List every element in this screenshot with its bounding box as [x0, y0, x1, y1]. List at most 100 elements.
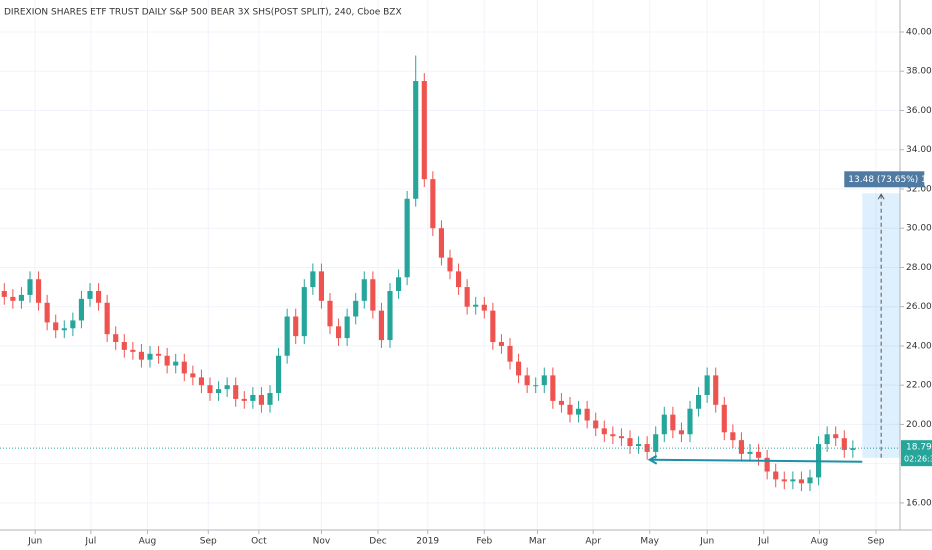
x-tick-label: Sep [200, 537, 217, 547]
candle-body [361, 279, 367, 301]
candle-body [541, 375, 547, 386]
candle-body [10, 296, 16, 301]
candle-body [764, 457, 770, 472]
candle-body [524, 375, 530, 386]
candle-body [70, 320, 76, 329]
candle-body [696, 394, 702, 409]
x-tick-label: Jun [27, 537, 42, 547]
x-tick-label: Aug [811, 537, 829, 547]
candle-body [233, 385, 239, 399]
candle-body [850, 448, 856, 450]
candle-body [756, 451, 762, 458]
x-tick-label: Nov [313, 537, 331, 547]
candle-body [173, 361, 179, 366]
candle-body [490, 310, 496, 343]
candle-body [498, 342, 504, 346]
candle-body [130, 349, 136, 352]
candle-body [310, 271, 316, 288]
candle-body [798, 479, 804, 484]
candle-body [636, 444, 642, 447]
candle-body [164, 355, 170, 366]
candle-body [516, 361, 522, 376]
candle-body [96, 290, 102, 303]
candle-body [156, 353, 162, 356]
x-tick-label: Sep [868, 537, 885, 547]
y-tick-label: 30.00 [906, 224, 932, 234]
candle-body [53, 322, 59, 331]
y-tick-label: 28.00 [906, 263, 932, 273]
candle-body [353, 300, 359, 317]
x-tick-label: Feb [476, 537, 492, 547]
y-tick-label: 26.00 [906, 302, 932, 312]
candle-body [344, 316, 350, 339]
candle-body [138, 351, 144, 360]
candle-body [747, 451, 753, 454]
candle-body [27, 279, 33, 295]
candle-body [584, 408, 590, 421]
candle-body [241, 398, 247, 401]
candle-body [824, 434, 830, 445]
candle-body [773, 471, 779, 480]
candle-body [567, 404, 573, 415]
candle-body [190, 373, 196, 378]
candle-body [473, 304, 479, 307]
candle-body [644, 444, 650, 452]
y-tick-label: 36.00 [906, 106, 932, 116]
y-tick-label: 24.00 [906, 341, 932, 351]
candle-body [276, 355, 282, 394]
x-tick-label: Oct [251, 537, 267, 547]
y-tick-label: 16.00 [906, 498, 932, 508]
candle-body [198, 377, 204, 386]
last-price-label: 18.79 [906, 443, 932, 453]
y-tick-label: 20.00 [906, 420, 932, 430]
candle-body [833, 434, 839, 439]
candle-body [404, 198, 410, 278]
candle-body [113, 334, 119, 343]
candle-body [807, 477, 813, 484]
candle-body [507, 345, 513, 362]
candle-body [147, 353, 153, 360]
candle-body [1, 290, 7, 297]
x-tick-label: May [640, 537, 659, 547]
x-tick-label: 2019 [416, 537, 439, 547]
candle-body [464, 287, 470, 307]
countdown-label: 02:26:3 [904, 455, 932, 464]
last-price-box [901, 440, 932, 467]
candle-body [104, 302, 110, 335]
candle-body [841, 438, 847, 450]
candle-body [78, 298, 84, 321]
candle-body [370, 279, 376, 311]
y-tick-label: 32.00 [906, 184, 932, 194]
candle-body [781, 479, 787, 482]
candle-body [687, 408, 693, 435]
candle-body [301, 287, 307, 337]
candle-body [121, 342, 127, 350]
candle-body [661, 414, 667, 435]
x-tick-label: Jul [84, 537, 96, 547]
candle-body [678, 430, 684, 435]
candle-body [653, 434, 659, 452]
candle-body [610, 434, 616, 437]
measure-arrowhead [877, 193, 885, 200]
candle-body [790, 479, 796, 482]
candle-body [44, 302, 50, 323]
candle-body [738, 440, 744, 454]
candle-body [627, 438, 633, 447]
candle-body [387, 290, 393, 341]
candle-body [336, 326, 342, 339]
candle-body [558, 400, 564, 405]
plot-area [0, 0, 900, 530]
candle-body [704, 375, 710, 395]
candle-body [438, 228, 444, 258]
candle-body [267, 393, 273, 405]
candle-body [713, 375, 719, 405]
candle-body [730, 432, 736, 441]
x-tick-label: Mar [529, 537, 546, 547]
candle-body [181, 361, 187, 374]
candle-body [396, 277, 402, 291]
candle-body [258, 394, 264, 405]
candle-body [670, 414, 676, 431]
candle-body [601, 428, 607, 435]
